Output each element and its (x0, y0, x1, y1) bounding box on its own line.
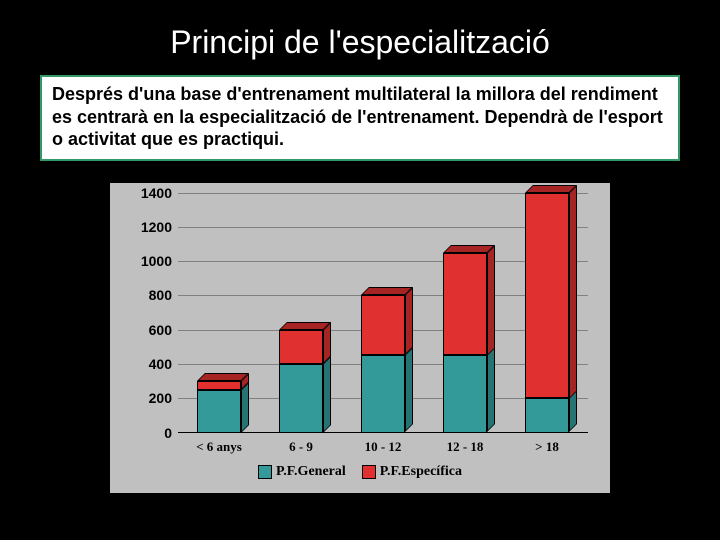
bar-side (405, 287, 413, 355)
slide: Principi de l'especialització Després d'… (0, 0, 720, 540)
x-tick-label: 6 - 9 (289, 439, 313, 455)
x-tick-label: > 18 (535, 439, 559, 455)
y-tick-label: 400 (112, 356, 172, 372)
bar-segment (279, 330, 323, 364)
bar-top (361, 287, 413, 295)
bar-top (279, 322, 331, 330)
y-tick-label: 200 (112, 390, 172, 406)
description-text: Després d'una base d'entrenament multila… (52, 83, 668, 151)
plot-area (178, 193, 588, 433)
bar-segment (197, 390, 241, 433)
bar-segment (443, 355, 487, 432)
bar-top (197, 373, 249, 381)
bar-top (443, 245, 495, 253)
legend-swatch (362, 465, 376, 479)
bar-side (405, 347, 413, 432)
bar-top (525, 185, 577, 193)
bar-side (569, 185, 577, 399)
legend-item: P.F.General (258, 464, 346, 480)
bar-segment (443, 253, 487, 356)
bar-segment (361, 355, 405, 432)
bar-side (323, 356, 331, 433)
bar-side (487, 347, 495, 432)
bar-segment (525, 398, 569, 432)
slide-title: Principi de l'especialització (0, 0, 720, 61)
legend-label: P.F.General (276, 464, 346, 479)
x-tick-label: < 6 anys (196, 439, 242, 455)
bar-segment (279, 364, 323, 433)
y-tick-label: 0 (112, 425, 172, 441)
bar-side (487, 245, 495, 356)
legend: P.F.General P.F.Específica (110, 463, 610, 481)
bar-segment (525, 193, 569, 399)
bar-segment (197, 381, 241, 390)
bar-chart: P.F.General P.F.Específica 0 200 400 600 800 1… (110, 183, 610, 493)
description-box: Després d'una base d'entrenament multila… (40, 75, 680, 161)
y-tick-label: 1200 (112, 219, 172, 235)
x-tick-label: 12 - 18 (447, 439, 484, 455)
legend-swatch (258, 465, 272, 479)
y-tick-label: 1000 (112, 253, 172, 269)
y-tick-label: 800 (112, 287, 172, 303)
y-tick-label: 600 (112, 322, 172, 338)
bar-side (241, 382, 249, 433)
legend-label: P.F.Específica (380, 464, 462, 479)
x-tick-label: 10 - 12 (365, 439, 402, 455)
legend-item: P.F.Específica (362, 464, 462, 480)
y-tick-label: 1400 (112, 185, 172, 201)
bar-segment (361, 295, 405, 355)
